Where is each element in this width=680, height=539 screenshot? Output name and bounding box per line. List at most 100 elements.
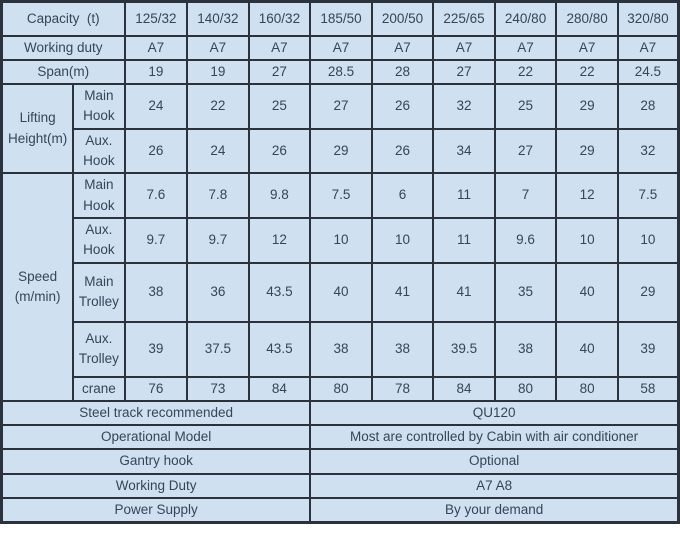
speed-main-hook-value-cell: 11 xyxy=(432,172,496,219)
speed-crane-value-cell: 76 xyxy=(123,375,189,402)
lifting-main-hook-value-cell: 27 xyxy=(309,83,373,130)
footer-value-working-duty: A7 A8 xyxy=(309,472,680,499)
span-label: Span(m) xyxy=(0,58,126,86)
speed-aux-hook-value-cell: 10 xyxy=(555,217,619,264)
speed-crane-value-cell: 84 xyxy=(247,375,312,402)
footer-value-steel-track: QU120 xyxy=(309,399,680,427)
speed-main-hook-row: Speed (m/min) Main Hook 7.6 7.8 9.8 7.5 … xyxy=(0,172,680,402)
span-value-cell: 19 xyxy=(186,58,250,86)
speed-aux-hook-value-cell: 10 xyxy=(309,217,373,264)
capacity-value-cell: 140/32 xyxy=(186,0,250,37)
working-duty-value-cell: A7 xyxy=(186,34,250,61)
lifting-aux-hook-value-cell: 32 xyxy=(616,127,680,174)
speed-main-trolley-value-cell: 41 xyxy=(370,261,435,323)
lifting-main-hook-label: Main Hook xyxy=(72,83,126,130)
speed-main-trolley-value-cell: 40 xyxy=(555,261,619,323)
speed-crane-value-cell: 84 xyxy=(432,375,496,402)
lifting-main-hook-value-cell: 26 xyxy=(370,83,435,130)
speed-aux-hook-value-cell: 9.6 xyxy=(493,217,558,264)
speed-main-hook-value-cell: 6 xyxy=(370,172,435,219)
working-duty-value-cell: A7 xyxy=(370,34,435,61)
lifting-main-hook-value-cell: 24 xyxy=(123,83,189,130)
speed-main-trolley-value-cell: 41 xyxy=(432,261,496,323)
lifting-aux-hook-value-cell: 26 xyxy=(370,127,435,174)
capacity-value-cell: 125/32 xyxy=(123,0,189,37)
capacity-value-cell: 185/50 xyxy=(309,0,373,37)
capacity-value-cell: 225/65 xyxy=(432,0,496,37)
speed-crane-row: crane 76 73 84 80 78 84 80 80 58 xyxy=(2,375,680,402)
lifting-main-hook-value-cell: 29 xyxy=(555,83,619,130)
speed-main-trolley-value-cell: 35 xyxy=(493,261,558,323)
span-row: Span(m) 19 19 27 28.5 28 27 22 22 24.5 xyxy=(0,58,680,86)
speed-aux-hook-value-cell: 11 xyxy=(432,217,496,264)
span-value-cell: 19 xyxy=(123,58,189,86)
working-duty-value-cell: A7 xyxy=(123,34,189,61)
footer-value-power-supply: By your demand xyxy=(309,496,680,524)
speed-crane-label: crane xyxy=(72,375,126,402)
speed-aux-hook-value-cell: 12 xyxy=(247,217,312,264)
span-value-cell: 24.5 xyxy=(616,58,680,86)
lifting-aux-hook-value-cell: 24 xyxy=(186,127,250,174)
speed-aux-trolley-value-cell: 40 xyxy=(555,320,619,378)
speed-aux-hook-row: Aux. Hook 9.7 9.7 12 10 10 11 9.6 10 10 xyxy=(2,217,680,264)
speed-crane-value-cell: 73 xyxy=(186,375,250,402)
span-value-cell: 28.5 xyxy=(309,58,373,86)
speed-main-hook-value-cell: 12 xyxy=(555,172,619,219)
speed-crane-value-cell: 80 xyxy=(493,375,558,402)
speed-main-trolley-value-cell: 29 xyxy=(616,261,680,323)
capacity-row: Capacity (t) 125/32 140/32 160/32 185/50… xyxy=(0,0,680,37)
lifting-main-hook-value-cell: 28 xyxy=(616,83,680,130)
footer-row-steel-track: Steel track recommended QU120 xyxy=(0,399,680,427)
speed-main-hook-label: Main Hook xyxy=(72,172,126,219)
speed-aux-trolley-value-cell: 43.5 xyxy=(247,320,312,378)
speed-aux-hook-value-cell: 10 xyxy=(370,217,435,264)
footer-label-gantry-hook: Gantry hook xyxy=(0,448,312,475)
footer-row-power-supply: Power Supply By your demand xyxy=(0,496,680,524)
speed-aux-hook-value-cell: 9.7 xyxy=(186,217,250,264)
lifting-aux-hook-value-cell: 26 xyxy=(123,127,189,174)
working-duty-label: Working duty xyxy=(0,34,126,61)
footer-label-power-supply: Power Supply xyxy=(0,496,312,524)
lifting-aux-hook-value-cell: 29 xyxy=(309,127,373,174)
lifting-main-hook-value-cell: 25 xyxy=(247,83,312,130)
speed-aux-trolley-value-cell: 39 xyxy=(616,320,680,378)
speed-main-trolley-row: Main Trolley 38 36 43.5 40 41 41 35 40 2… xyxy=(2,261,680,323)
crane-specs-table: Capacity (t) 125/32 140/32 160/32 185/50… xyxy=(0,0,680,524)
span-value-cell: 22 xyxy=(493,58,558,86)
lifting-height-group-label: Lifting Height(m) xyxy=(0,83,75,174)
lifting-main-hook-row: Lifting Height(m) Main Hook 24 22 25 27 … xyxy=(0,83,680,174)
speed-aux-hook-value-cell: 9.7 xyxy=(123,217,189,264)
working-duty-value-cell: A7 xyxy=(616,34,680,61)
speed-main-trolley-value-cell: 38 xyxy=(123,261,189,323)
speed-main-hook-value-cell: 7.5 xyxy=(616,172,680,219)
speed-main-trolley-value-cell: 40 xyxy=(309,261,373,323)
speed-aux-trolley-value-cell: 38 xyxy=(309,320,373,378)
speed-aux-trolley-value-cell: 38 xyxy=(493,320,558,378)
speed-group-label: Speed (m/min) xyxy=(0,172,75,402)
speed-crane-value-cell: 78 xyxy=(370,375,435,402)
span-value-cell: 27 xyxy=(247,58,312,86)
footer-label-steel-track: Steel track recommended xyxy=(0,399,312,427)
capacity-value-cell: 280/80 xyxy=(555,0,619,37)
speed-crane-value-cell: 80 xyxy=(309,375,373,402)
speed-aux-trolley-value-cell: 39 xyxy=(123,320,189,378)
capacity-header-label: Capacity (t) xyxy=(0,0,126,37)
footer-row-gantry-hook: Gantry hook Optional xyxy=(0,448,680,475)
lifting-main-hook-value-cell: 25 xyxy=(493,83,558,130)
span-value-cell: 22 xyxy=(555,58,619,86)
lifting-main-hook-value-cell: 32 xyxy=(432,83,496,130)
footer-label-operational-model: Operational Model xyxy=(0,423,312,451)
speed-main-trolley-label: Main Trolley xyxy=(72,261,126,323)
working-duty-row: Working duty A7 A7 A7 A7 A7 A7 A7 A7 A7 xyxy=(0,34,680,61)
speed-main-trolley-value-cell: 43.5 xyxy=(247,261,312,323)
speed-aux-hook-value-cell: 10 xyxy=(616,217,680,264)
lifting-main-hook-value-cell: 22 xyxy=(186,83,250,130)
working-duty-value-cell: A7 xyxy=(555,34,619,61)
speed-aux-trolley-value-cell: 39.5 xyxy=(432,320,496,378)
speed-main-hook-value-cell: 7.5 xyxy=(309,172,373,219)
speed-aux-trolley-value-cell: 37.5 xyxy=(186,320,250,378)
footer-label-working-duty: Working Duty xyxy=(0,472,312,499)
lifting-aux-hook-label: Aux. Hook xyxy=(72,127,126,174)
working-duty-value-cell: A7 xyxy=(309,34,373,61)
working-duty-value-cell: A7 xyxy=(247,34,312,61)
